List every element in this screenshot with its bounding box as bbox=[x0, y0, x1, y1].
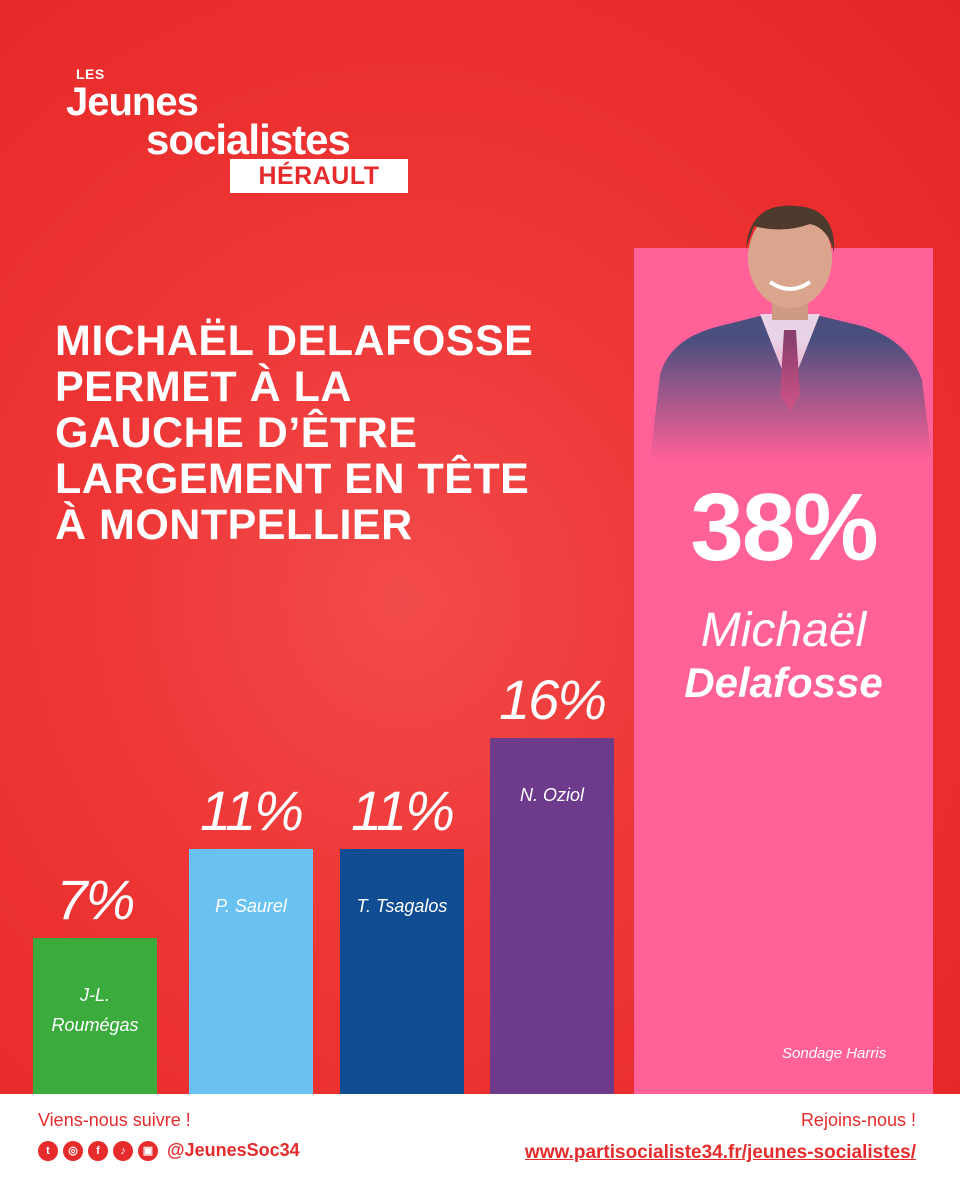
footer: Viens-nous suivre ! t ◎ f ♪ ▣ @JeunesSoc… bbox=[0, 1094, 960, 1200]
facebook-icon[interactable]: f bbox=[88, 1140, 108, 1161]
twitter-icon[interactable]: t bbox=[38, 1140, 58, 1161]
join-text: Rejoins-nous ! bbox=[800, 1110, 916, 1130]
category-label-line: P. Saurel bbox=[215, 896, 287, 916]
headline-line: LARGEMENT EN TÊTE bbox=[55, 455, 530, 503]
social-handle[interactable]: @JeunesSoc34 bbox=[167, 1140, 300, 1160]
logo: LES Jeunes socialistes HÉRAULT bbox=[62, 66, 412, 196]
category-label-saurel: P. Saurel bbox=[189, 891, 313, 921]
category-label-roumegas: J-L. Roumégas bbox=[33, 980, 157, 1040]
headline-line: PERMET À LA bbox=[55, 363, 352, 411]
value-label-saurel: 11% bbox=[200, 779, 304, 842]
tiktok-icon[interactable]: ♪ bbox=[113, 1140, 133, 1161]
category-label-delafosse-first: Michaël bbox=[700, 604, 867, 657]
category-label-line: J-L. bbox=[79, 985, 110, 1005]
source-annotation: Sondage Harris bbox=[782, 1045, 887, 1062]
social-links: t ◎ f ♪ ▣ @JeunesSoc34 bbox=[38, 1140, 300, 1161]
category-label-line: Roumégas bbox=[51, 1015, 139, 1035]
logo-jeunes: Jeunes bbox=[66, 80, 199, 124]
category-label-line: N. Oziol bbox=[519, 785, 584, 805]
category-label-oziol: N. Oziol bbox=[490, 780, 614, 810]
logo-socialistes: socialistes bbox=[146, 116, 351, 163]
logo-les: LES bbox=[76, 66, 105, 82]
website-link[interactable]: www.partisocialiste34.fr/jeunes-socialis… bbox=[524, 1142, 916, 1163]
headline-line: GAUCHE D’ÊTRE bbox=[55, 409, 418, 457]
headline: MICHAËL DELAFOSSE PERMET À LA GAUCHE D’Ê… bbox=[55, 318, 615, 548]
bar-oziol bbox=[490, 738, 614, 1094]
headline-line: À MONTPELLIER bbox=[55, 501, 413, 549]
value-label-tsagalos: 11% bbox=[351, 779, 455, 842]
value-label-delafosse: 38% bbox=[690, 474, 878, 581]
logo-herault: HÉRAULT bbox=[230, 159, 408, 193]
bar-saurel bbox=[189, 849, 313, 1094]
category-label-tsagalos: T. Tsagalos bbox=[340, 891, 464, 921]
value-label-oziol: 16% bbox=[498, 668, 607, 731]
instagram-icon[interactable]: ◎ bbox=[63, 1140, 83, 1161]
category-label-delafosse-last: Delafosse bbox=[684, 659, 883, 706]
bar-tsagalos bbox=[340, 849, 464, 1094]
headline-line: MICHAËL DELAFOSSE bbox=[55, 317, 534, 365]
follow-text: Viens-nous suivre ! bbox=[38, 1110, 191, 1130]
twitch-icon[interactable]: ▣ bbox=[138, 1140, 158, 1161]
candidate-photo bbox=[650, 190, 932, 460]
category-label-line: T. Tsagalos bbox=[356, 896, 448, 916]
bar-roumegas bbox=[33, 938, 157, 1094]
value-label-roumegas: 7% bbox=[56, 868, 136, 931]
